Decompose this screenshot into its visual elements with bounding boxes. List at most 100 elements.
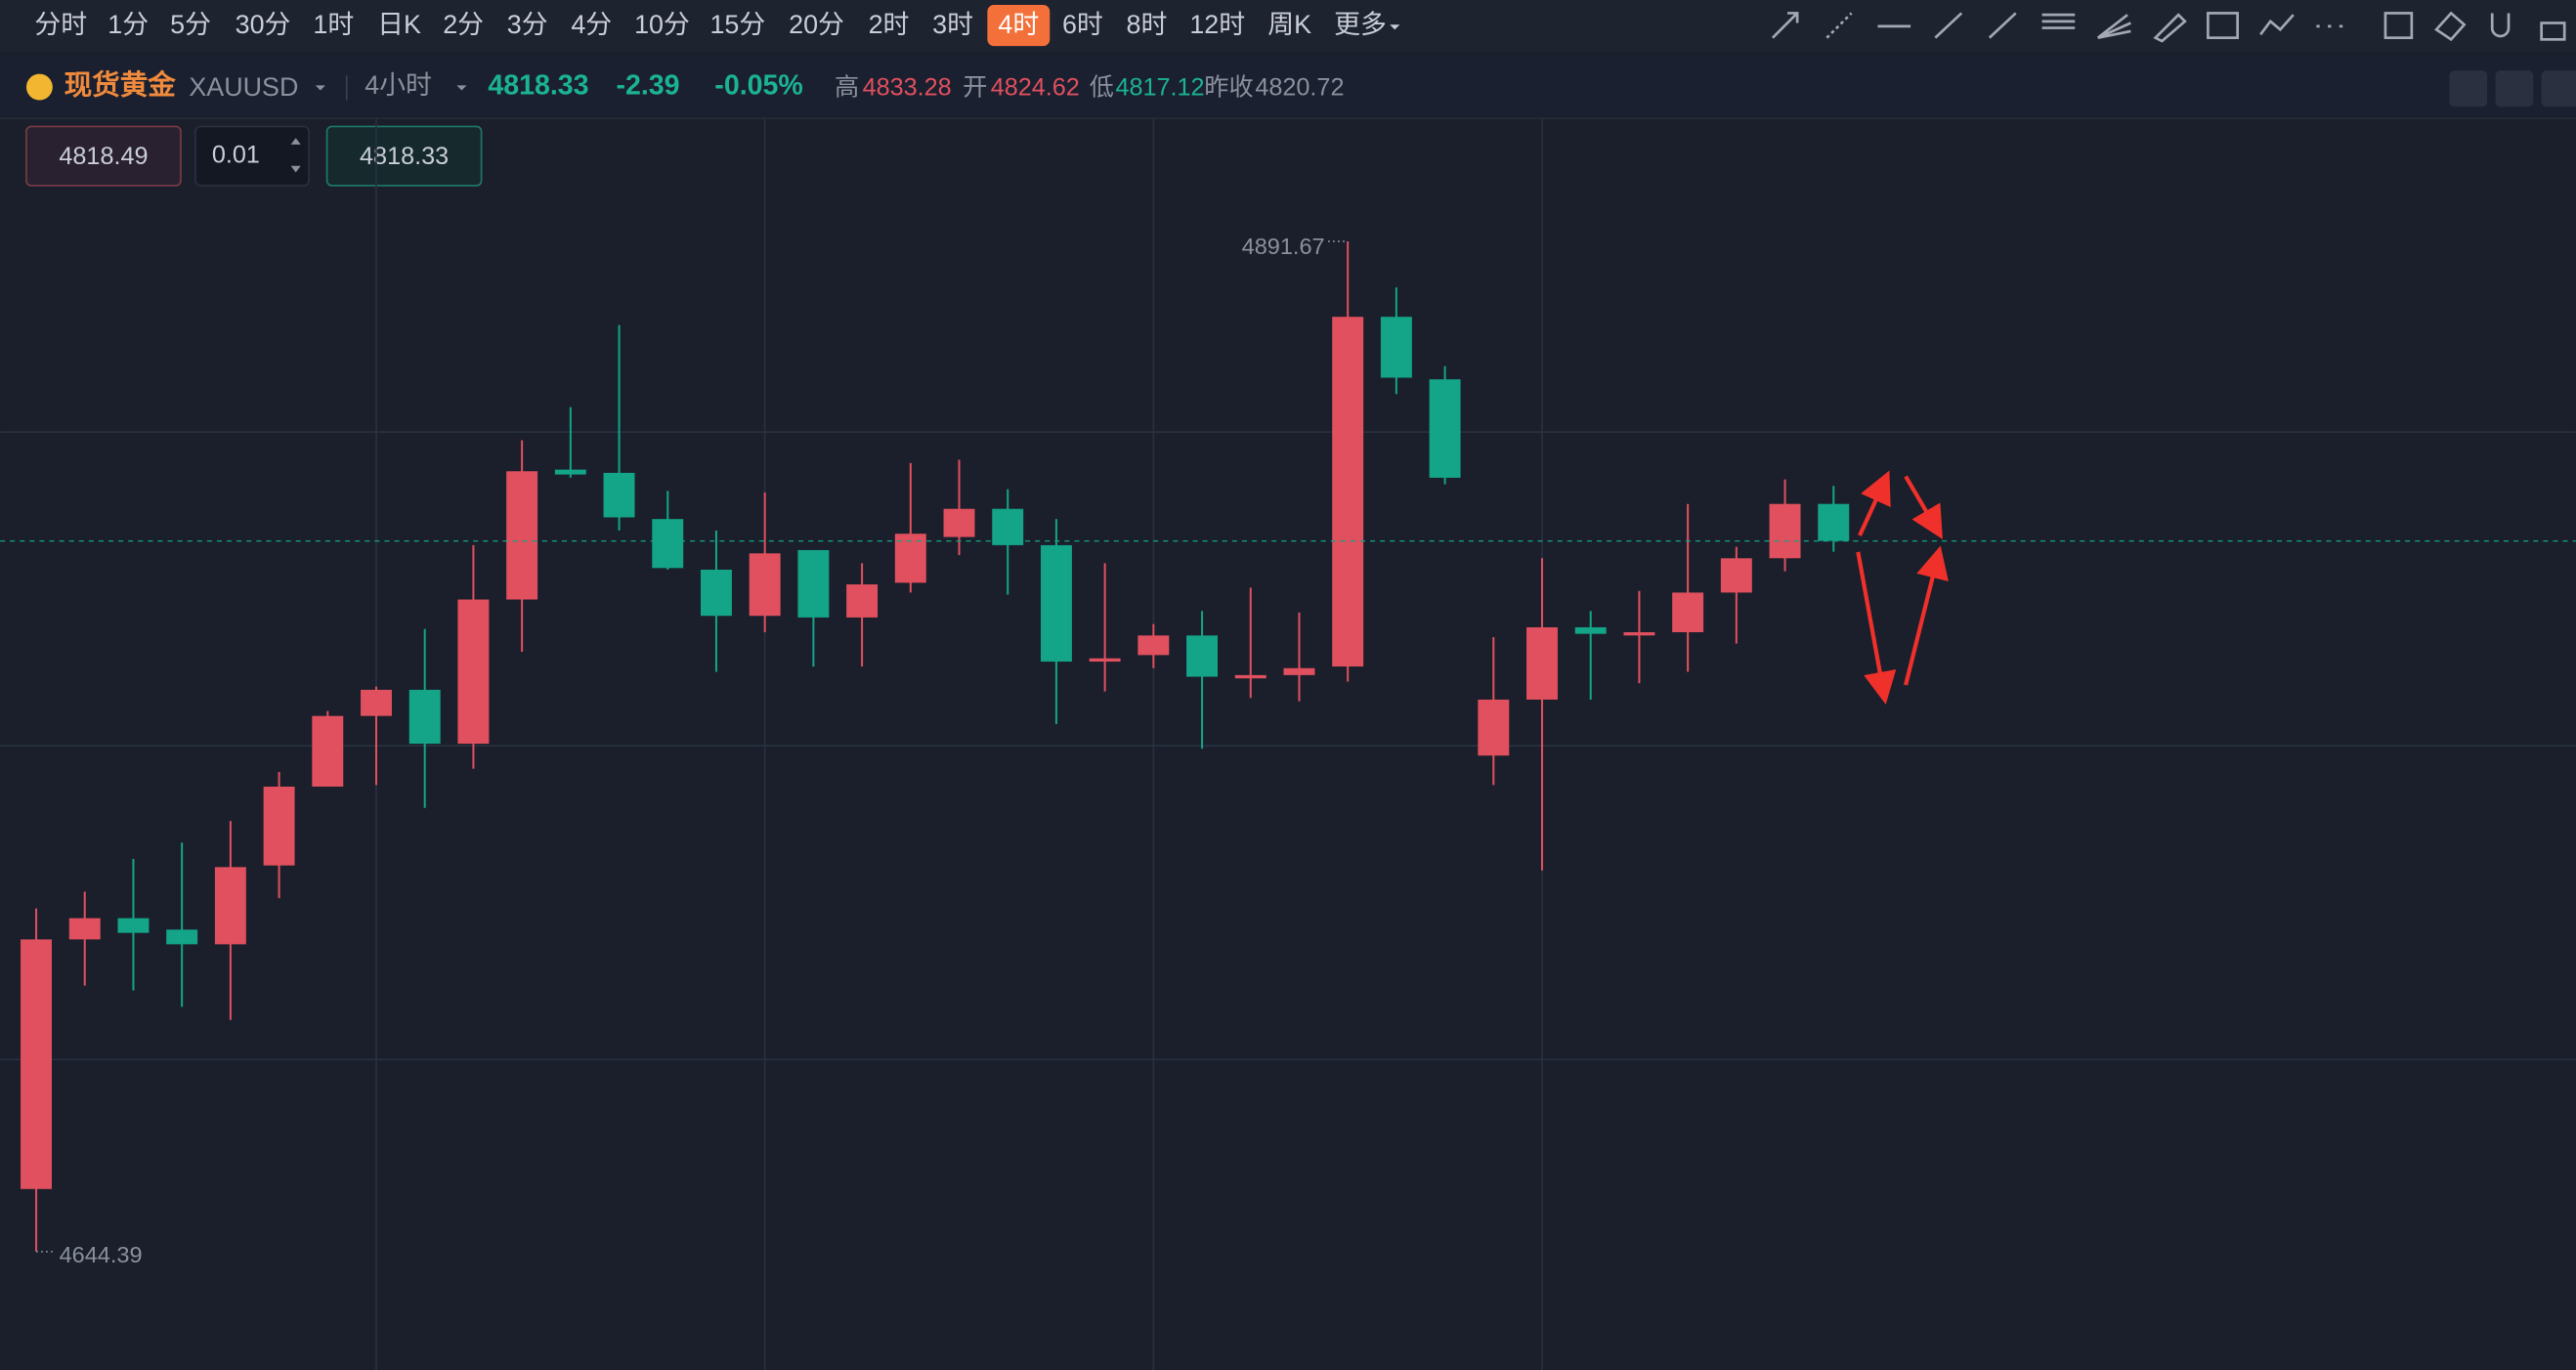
period-tab[interactable]: 日K bbox=[377, 10, 421, 39]
body bbox=[408, 689, 441, 745]
tool-magnet[interactable] bbox=[2490, 13, 2511, 38]
open: 4824.62 bbox=[991, 73, 1080, 101]
period-tab[interactable]: 8时 bbox=[1127, 10, 1168, 39]
lots: 0.01 bbox=[212, 141, 260, 168]
tool-fan[interactable] bbox=[2096, 14, 2131, 39]
drawing-tools bbox=[1771, 11, 2566, 43]
low-label: 低 bbox=[1090, 73, 1114, 101]
open-label: 开 bbox=[963, 73, 987, 101]
period-tab[interactable]: 3时 bbox=[932, 10, 973, 39]
arrow bbox=[1904, 545, 1949, 686]
symbol-name[interactable]: 现货黄金 bbox=[64, 69, 177, 102]
body bbox=[797, 549, 830, 618]
symbol-code[interactable]: XAUUSD bbox=[189, 72, 298, 102]
period-tab[interactable]: 4分 bbox=[571, 10, 612, 39]
tool-wave[interactable] bbox=[2259, 14, 2295, 36]
low-label: 4644.39 bbox=[60, 1242, 143, 1267]
body bbox=[1089, 658, 1121, 663]
body bbox=[1574, 626, 1607, 634]
period-tab[interactable]: 2时 bbox=[869, 10, 910, 39]
body bbox=[1672, 592, 1704, 632]
high: 4833.28 bbox=[863, 73, 952, 101]
buy-price: 4818.33 bbox=[360, 143, 449, 170]
period-tab[interactable]: 3分 bbox=[507, 10, 548, 39]
body bbox=[312, 715, 344, 787]
body bbox=[554, 469, 586, 475]
body bbox=[263, 786, 295, 866]
body bbox=[1186, 635, 1219, 677]
period-tab[interactable]: 更多 bbox=[1334, 10, 1387, 39]
period-tab[interactable]: 2分 bbox=[443, 10, 484, 39]
body bbox=[1526, 626, 1558, 700]
period-bar bbox=[0, 0, 2576, 53]
tool-fib[interactable] bbox=[2041, 13, 2076, 29]
dropdown bbox=[1390, 24, 1400, 30]
body bbox=[943, 508, 975, 537]
chart-controls bbox=[2449, 70, 2576, 107]
period-tab[interactable]: 1时 bbox=[313, 10, 354, 39]
body bbox=[846, 584, 879, 618]
active-tab-bg bbox=[987, 5, 1051, 47]
period-tabs: 分时 1分 5分 30分 1时 日K 2分 3分 4分 10分 15分 20分 2时 3时 4时 6时 8时 12… bbox=[34, 5, 1400, 47]
control-button[interactable] bbox=[2541, 70, 2576, 107]
tool-eraser[interactable] bbox=[2434, 11, 2467, 42]
body bbox=[1720, 558, 1752, 593]
tool-note[interactable] bbox=[2383, 12, 2414, 40]
buy-button[interactable] bbox=[325, 125, 483, 187]
arrow bbox=[1856, 551, 1897, 706]
body bbox=[68, 918, 101, 940]
period-tab[interactable]: 12时 bbox=[1189, 10, 1245, 39]
lots-input[interactable] bbox=[194, 125, 310, 187]
sell-price: 4818.49 bbox=[59, 143, 148, 170]
change-pct: -0.05% bbox=[714, 70, 803, 102]
last-price: 4818.33 bbox=[488, 70, 588, 102]
body bbox=[1283, 667, 1315, 675]
change: -2.39 bbox=[616, 70, 679, 102]
period-tab[interactable]: 6时 bbox=[1062, 10, 1103, 39]
body bbox=[166, 929, 198, 945]
body bbox=[1234, 674, 1267, 679]
prev-close: 4820.72 bbox=[1255, 73, 1344, 101]
body bbox=[214, 867, 246, 945]
dropdown bbox=[315, 85, 325, 91]
tool-trend[interactable] bbox=[1988, 12, 2017, 39]
period-tab[interactable]: 周K bbox=[1267, 10, 1311, 39]
arrow bbox=[1858, 470, 1891, 536]
body bbox=[117, 918, 150, 933]
tool-segment[interactable] bbox=[1934, 12, 1963, 39]
body bbox=[21, 939, 53, 1189]
period-tab[interactable]: 20分 bbox=[789, 10, 844, 39]
body bbox=[700, 570, 732, 617]
tool-arrow[interactable] bbox=[1771, 12, 1799, 39]
tool-pen[interactable] bbox=[2153, 13, 2187, 43]
high-label: 4891.67 bbox=[1242, 234, 1325, 259]
body bbox=[1040, 544, 1072, 663]
sell-button[interactable] bbox=[25, 125, 182, 187]
body bbox=[894, 534, 926, 583]
period-tab[interactable]: 5分 bbox=[170, 10, 211, 39]
body bbox=[1769, 503, 1801, 559]
period-tab[interactable]: 10分 bbox=[634, 10, 690, 39]
period-tab[interactable]: 15分 bbox=[709, 10, 765, 39]
body bbox=[1623, 631, 1655, 636]
candle-chart: 4891.67 4644.39 bbox=[0, 118, 2576, 1370]
dropdown bbox=[456, 85, 467, 91]
control-button[interactable] bbox=[2449, 70, 2488, 107]
period-tab[interactable]: 30分 bbox=[236, 10, 291, 39]
body bbox=[1818, 503, 1850, 541]
period-tab[interactable]: 4时 bbox=[998, 10, 1039, 39]
body bbox=[749, 553, 781, 617]
control-button[interactable] bbox=[2495, 70, 2534, 107]
period-tab[interactable]: 1分 bbox=[107, 10, 149, 39]
body bbox=[1138, 635, 1170, 656]
tool-ray[interactable] bbox=[1825, 12, 1853, 39]
tool-image[interactable] bbox=[2207, 12, 2239, 40]
period-tab[interactable]: 分时 bbox=[34, 10, 87, 39]
tool-lock[interactable] bbox=[2540, 21, 2566, 41]
period[interactable]: 4小时 bbox=[365, 70, 432, 100]
high-label: 高 bbox=[835, 73, 859, 101]
symbol-bar bbox=[0, 54, 2576, 117]
